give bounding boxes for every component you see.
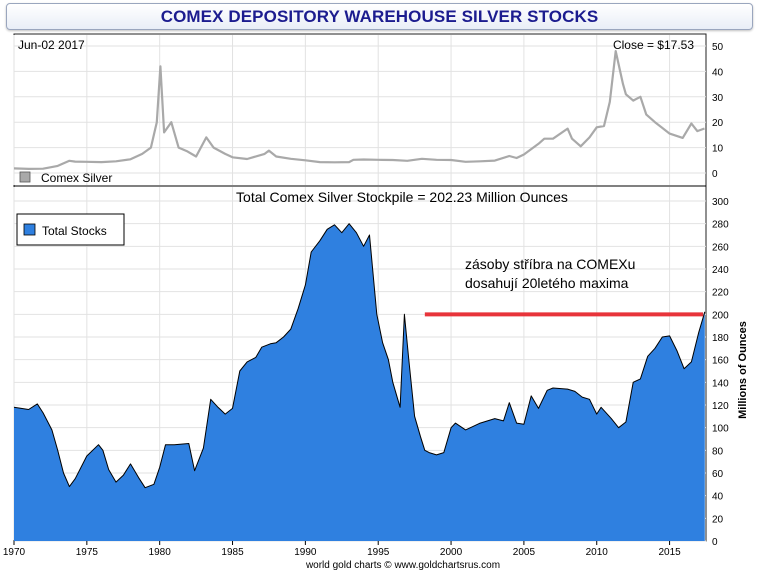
bottom-y-tick-label: 60 [712,469,724,480]
bottom-y-tick-label: 40 [712,492,724,503]
bottom-y-tick-label: 120 [712,401,729,412]
bottom-y-tick-label: 100 [712,424,729,435]
top-y-tick-labels: 0 10 20 30 40 50 [712,42,724,180]
top-y-tick-label: 30 [712,93,724,104]
y-axis-title: Millions of Ounces [737,321,749,419]
bottom-y-tick-labels: 0 20 40 60 80 100 120 140 160 180 200 220 240 260 280 3… [712,197,729,548]
comex-silver-legend-swatch [19,171,31,183]
bottom-y-tick-label: 240 [712,265,729,276]
x-tick-label: 2005 [513,547,536,558]
top-series [13,49,705,170]
bottom-y-tick-label: 180 [712,333,729,344]
x-tick-label: 1995 [367,547,390,558]
annotation-line-2: dosahují 20letého maxima [465,275,629,291]
top-y-tick-label: 20 [712,118,724,129]
x-tick-label: 1985 [221,547,244,558]
annotation-line-1: zásoby stříbra na COMEXu [465,256,635,272]
x-tick-label: 1980 [149,547,172,558]
top-y-tick-label: 50 [712,42,724,53]
top-grid [13,35,706,185]
x-tick-label: 2015 [658,547,681,558]
top-y-tick-label: 10 [712,144,724,155]
date-label: Jun-02 2017 [18,38,85,52]
chart-title: COMEX DEPOSITORY WAREHOUSE SILVER STOCKS [160,7,599,26]
bottom-y-tick-label: 0 [712,537,718,548]
bottom-series [13,223,706,541]
total-stocks-outline [13,223,706,489]
bottom-y-tick-label: 220 [712,288,729,299]
comex-silver-line [13,49,705,170]
total-stocks-area [14,223,705,541]
total-stocks-legend-swatch [23,223,36,236]
footer-credit: world gold charts © www.goldchartsrus.co… [305,560,500,571]
bottom-y-tick-label: 160 [712,356,729,367]
top-y-tick-label: 0 [712,169,718,180]
x-tick-label: 2000 [440,547,463,558]
x-tick-label: 1970 [3,547,26,558]
bottom-y-tick-label: 260 [712,242,729,253]
comex-silver-legend-label: Comex Silver [41,171,112,185]
stockpile-heading: Total Comex Silver Stockpile = 202.23 Mi… [236,189,568,205]
x-tick-label: 2010 [586,547,609,558]
x-tick-label: 1975 [76,547,99,558]
bottom-y-tick-label: 300 [712,197,729,208]
x-tick-labels: 1970 1975 1980 1985 1990 1995 2000 2005 2010 2015 [3,541,681,558]
title-bar: COMEX DEPOSITORY WAREHOUSE SILVER STOCKS [6,3,753,30]
total-stocks-legend-label: Total Stocks [42,224,107,238]
x-tick-label: 1990 [294,547,317,558]
bottom-y-tick-label: 200 [712,310,729,321]
bottom-y-tick-label: 280 [712,220,729,231]
close-label: Close = $17.53 [613,38,694,52]
top-y-tick-label: 40 [712,67,724,78]
bottom-y-tick-label: 140 [712,378,729,389]
bottom-y-tick-label: 20 [712,514,724,525]
bottom-y-tick-label: 80 [712,446,724,457]
